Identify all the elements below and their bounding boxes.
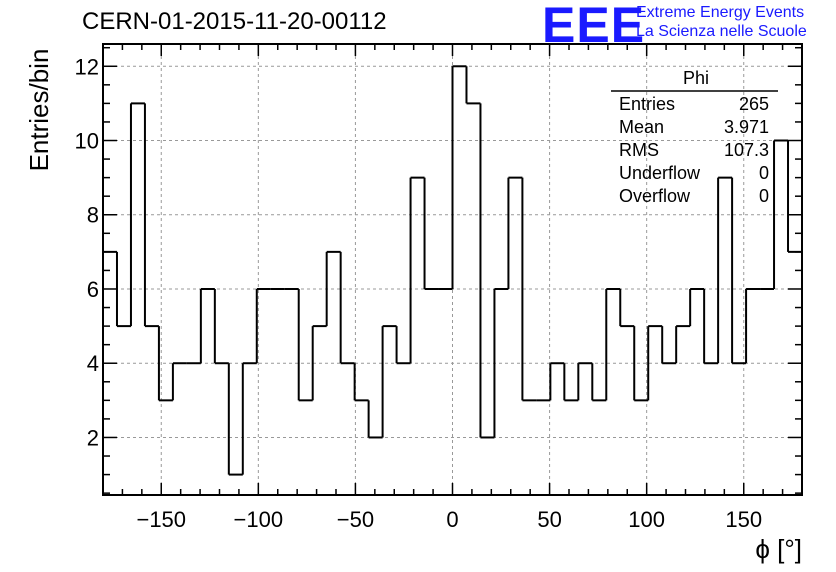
x-tick-label: −150 bbox=[136, 507, 186, 532]
histogram-series bbox=[103, 65, 802, 476]
stats-label-overflow: Overflow bbox=[619, 186, 691, 206]
stats-value-rms: 107.3 bbox=[724, 140, 769, 160]
stats-value-mean: 3.971 bbox=[724, 117, 769, 137]
x-tick-label: −50 bbox=[337, 507, 374, 532]
stats-value-underflow: 0 bbox=[759, 163, 769, 183]
stats-label-entries: Entries bbox=[619, 94, 675, 114]
logo-caption-line2: La Scienza nelle Scuole bbox=[636, 23, 807, 40]
stats-title: Phi bbox=[683, 68, 709, 88]
stats-value-entries: 265 bbox=[739, 94, 769, 114]
x-axis-title: ϕ [°] bbox=[755, 534, 802, 564]
x-tick-label: 150 bbox=[725, 507, 762, 532]
y-tick-label: 8 bbox=[87, 203, 99, 228]
stats-label-underflow: Underflow bbox=[619, 163, 701, 183]
stats-label-rms: RMS bbox=[619, 140, 659, 160]
x-tick-label: 0 bbox=[446, 507, 458, 532]
stats-label-mean: Mean bbox=[619, 117, 664, 137]
x-tick-label: −100 bbox=[234, 507, 284, 532]
x-tick-label: 50 bbox=[537, 507, 561, 532]
y-tick-label: 4 bbox=[87, 351, 99, 376]
stats-box: Phi Entries 265 Mean 3.971 RMS 107.3 Und… bbox=[611, 68, 778, 206]
eee-logo: EEE bbox=[542, 0, 646, 53]
stats-value-overflow: 0 bbox=[759, 186, 769, 206]
y-tick-label: 2 bbox=[87, 425, 99, 450]
y-axis-title: Entries/bin bbox=[24, 49, 54, 172]
axis-ticks bbox=[103, 44, 802, 495]
y-tick-label: 6 bbox=[87, 277, 99, 302]
x-tick-label: 100 bbox=[628, 507, 665, 532]
y-tick-label: 10 bbox=[75, 129, 99, 154]
run-title: CERN-01-2015-11-20-00112 bbox=[82, 8, 387, 35]
logo-caption: Extreme Energy Events La Scienza nelle S… bbox=[636, 3, 807, 41]
tick-labels: −150 −100 −50 0 50 100 150 2 4 6 8 10 12 bbox=[75, 54, 763, 532]
y-tick-label: 12 bbox=[75, 54, 99, 79]
logo-caption-line1: Extreme Energy Events bbox=[636, 4, 805, 21]
